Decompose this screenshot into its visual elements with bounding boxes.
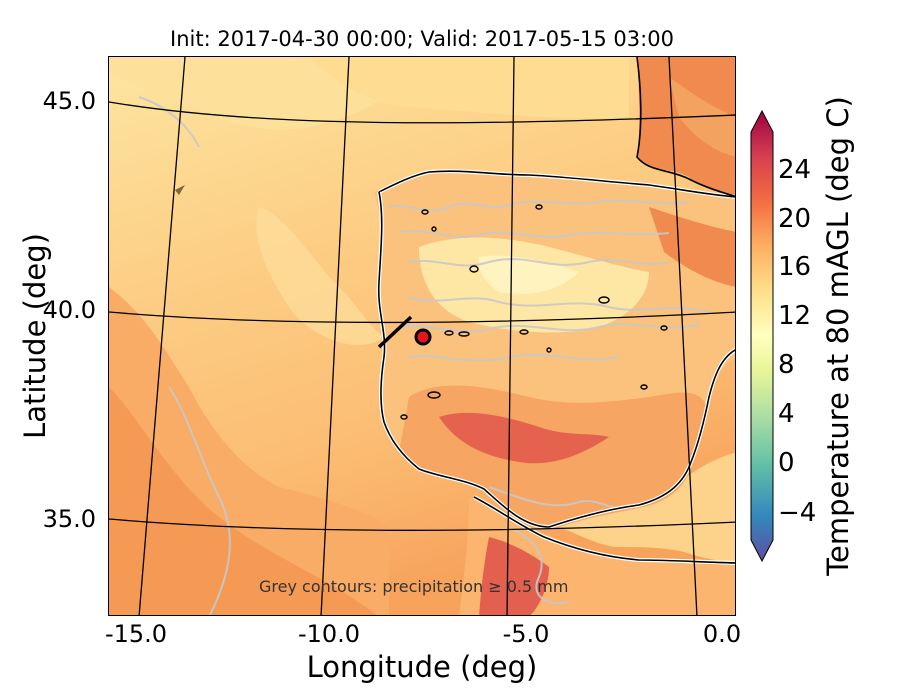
x-axis-label: Longitude (deg) bbox=[306, 650, 538, 684]
temperature-map bbox=[109, 57, 735, 615]
graticule bbox=[109, 57, 735, 615]
precip-contours bbox=[138, 96, 710, 615]
cool-ocean-tongue bbox=[256, 207, 384, 346]
cbar-tick-12: 12 bbox=[778, 301, 812, 331]
xtick-minus15: -15.0 bbox=[104, 620, 168, 648]
map-panel[interactable] bbox=[108, 56, 736, 616]
colorbar-label: Temperature at 80 mAGL (deg C) bbox=[821, 96, 855, 576]
island-shape bbox=[175, 185, 185, 195]
xtick-minus10: -10.0 bbox=[297, 620, 361, 648]
cool-ocean-band-north bbox=[309, 57, 629, 119]
y-axis-label: Latitude (deg) bbox=[18, 233, 52, 439]
ytick-45: 45.0 bbox=[42, 87, 96, 115]
cbar-tick-4: 4 bbox=[778, 399, 795, 429]
xtick-0: 0.0 bbox=[702, 620, 742, 648]
xtick-minus5: -5.0 bbox=[502, 620, 550, 648]
ytick-40: 40.0 bbox=[42, 296, 96, 324]
cbar-tick-8: 8 bbox=[778, 350, 795, 380]
cbar-tick-24: 24 bbox=[778, 155, 812, 185]
france-land bbox=[637, 57, 735, 197]
ytick-35: 35.0 bbox=[42, 505, 96, 533]
warmer-ocean-band bbox=[109, 387, 377, 615]
map-title: Init: 2017-04-30 00:00; Valid: 2017-05-1… bbox=[170, 27, 674, 51]
cbar-tick-20: 20 bbox=[778, 204, 812, 234]
ebro-warm bbox=[649, 207, 735, 287]
wind-barb bbox=[377, 315, 413, 349]
site-marker-icon[interactable] bbox=[414, 328, 432, 346]
colorbar bbox=[750, 110, 774, 562]
precip-note: Grey contours: precipitation ≥ 0.5 mm bbox=[259, 577, 569, 596]
reservoir-outlines bbox=[400, 204, 668, 420]
cbar-tick-16: 16 bbox=[778, 252, 812, 282]
meseta-coolest bbox=[478, 255, 579, 294]
hot-spot-guadalquivir bbox=[439, 412, 609, 464]
africa-hot-region bbox=[479, 537, 549, 615]
mediterranean-sea bbox=[559, 452, 735, 562]
cbar-tick-0: 0 bbox=[778, 448, 795, 478]
cbar-tick-minus4: −4 bbox=[778, 498, 817, 528]
